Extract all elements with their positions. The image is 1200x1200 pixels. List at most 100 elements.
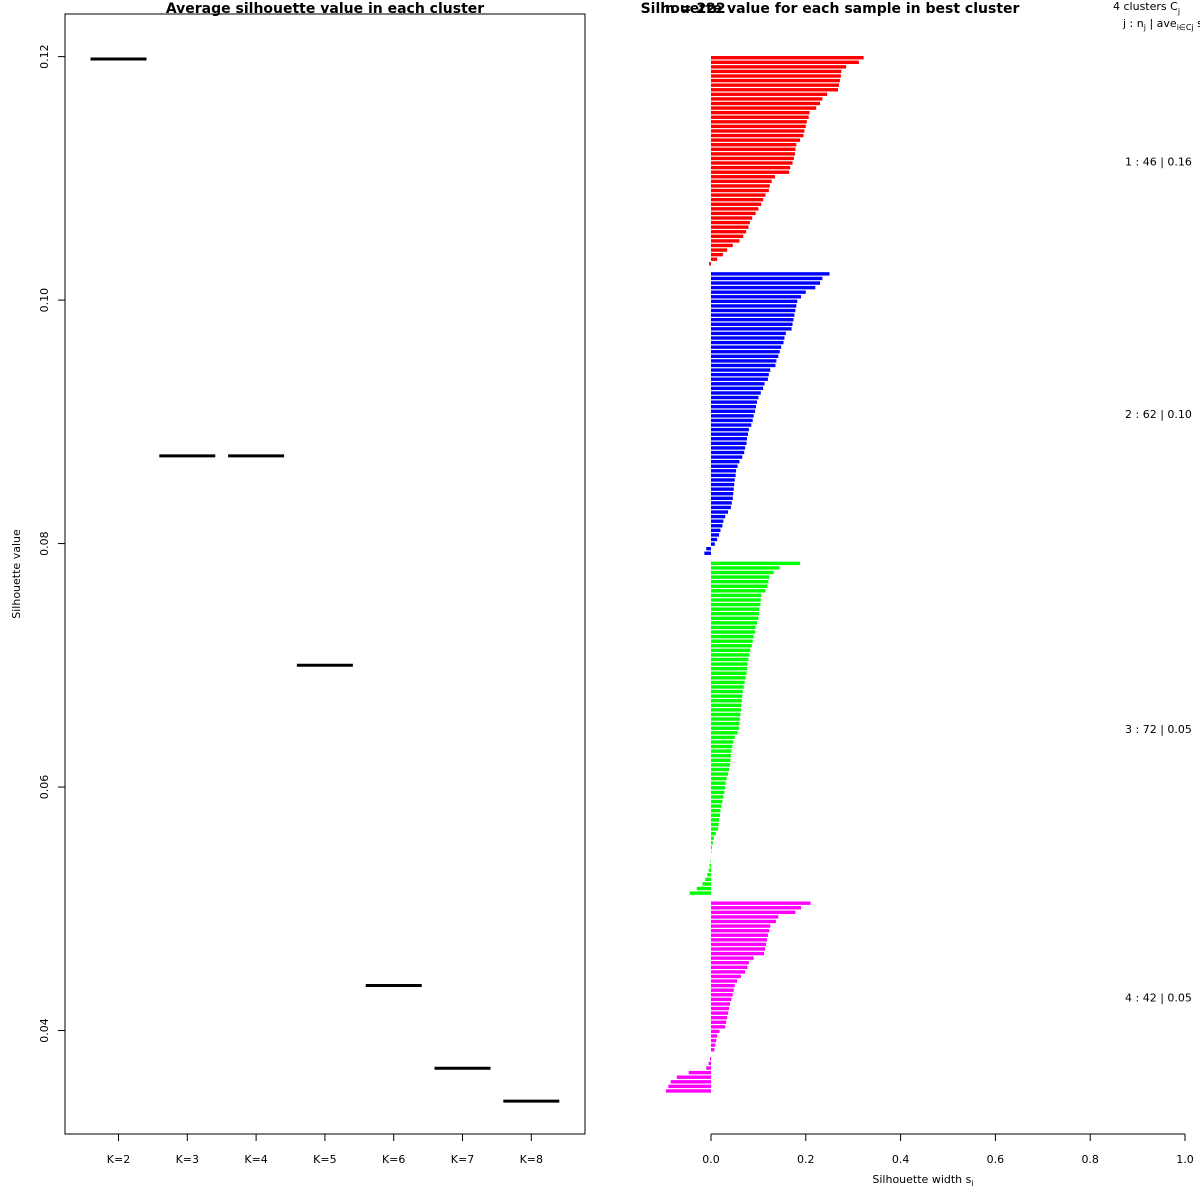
silhouette-bar — [711, 906, 802, 910]
silhouette-bar — [711, 827, 719, 831]
silhouette-bar — [711, 372, 769, 377]
silhouette-bar — [711, 598, 761, 602]
silhouette-bar — [711, 252, 723, 257]
cluster-label: 4 : 42 | 0.05 — [1125, 992, 1192, 1005]
silhouette-bar — [676, 1075, 711, 1079]
silhouette-bar — [711, 514, 726, 519]
silhouette-bar — [711, 924, 771, 928]
silhouette-bar — [711, 781, 726, 785]
right-x-tick-label: 0.2 — [797, 1153, 815, 1166]
silhouette-bar — [711, 951, 765, 956]
silhouette-bar — [711, 699, 742, 703]
silhouette-bar — [711, 616, 759, 620]
silhouette-bar — [696, 886, 711, 891]
silhouette-bar — [711, 405, 757, 409]
silhouette-bar — [711, 1048, 715, 1052]
silhouette-bar — [711, 795, 724, 799]
silhouette-bar — [711, 423, 752, 427]
silhouette-bar — [711, 175, 775, 179]
silhouette-bar — [711, 510, 729, 514]
silhouette-bar — [711, 336, 785, 340]
legend-subheader-subscript: i∈Cj — [1177, 23, 1194, 32]
silhouette-bar — [711, 184, 770, 188]
silhouette-bar — [711, 915, 779, 919]
silhouette-bar — [711, 561, 801, 566]
silhouette-bar — [711, 138, 801, 142]
silhouette-bar — [711, 542, 715, 546]
silhouette-bar — [668, 1084, 711, 1089]
silhouette-bar — [711, 685, 744, 689]
silhouette-bar — [711, 156, 794, 161]
silhouette-bar — [711, 478, 735, 482]
silhouette-bar — [706, 546, 711, 551]
silhouette-bar — [711, 942, 766, 947]
silhouette-bar — [708, 1061, 711, 1066]
silhouette-bar — [711, 570, 774, 575]
silhouette-bar — [707, 873, 711, 877]
silhouette-bar — [708, 868, 711, 872]
silhouette-bar — [711, 970, 746, 974]
silhouette-bar — [711, 345, 782, 349]
silhouette-bar — [711, 566, 780, 570]
silhouette-bar — [711, 193, 766, 197]
silhouette-bar — [711, 1034, 718, 1038]
silhouette-bar — [711, 910, 796, 915]
silhouette-bar — [711, 501, 732, 505]
silhouette-bar — [711, 83, 839, 87]
silhouette-bar — [711, 726, 739, 730]
cluster-label: 2 : 62 | 0.10 — [1125, 408, 1192, 421]
silhouette-bar — [711, 524, 723, 528]
silhouette-bar — [711, 505, 731, 510]
legend-header: 4 clusters Cj — [1113, 0, 1180, 16]
silhouette-bar — [711, 1043, 716, 1047]
silhouette-bar — [711, 947, 766, 951]
silhouette-bar — [711, 804, 722, 808]
silhouette-bar — [711, 432, 748, 436]
legend-subheader-main: j : n — [1122, 17, 1144, 30]
silhouette-bar — [711, 584, 768, 588]
silhouette-bar — [711, 639, 753, 643]
silhouette-bar — [670, 1080, 711, 1084]
silhouette-bar — [711, 1015, 728, 1020]
left-x-tick-label: K=2 — [107, 1153, 130, 1166]
cluster-label: 1 : 46 | 0.16 — [1125, 155, 1192, 168]
silhouette-bar — [711, 671, 747, 675]
silhouette-bar — [711, 257, 718, 261]
right-x-axis-label-subscript: i — [971, 1179, 973, 1188]
silhouette-bar — [711, 285, 816, 290]
silhouette-bar — [711, 708, 741, 712]
silhouette-bar — [711, 933, 768, 937]
left-x-tick-label: K=7 — [451, 1153, 474, 1166]
silhouette-bar — [711, 1025, 726, 1029]
silhouette-bar — [711, 363, 776, 368]
left-y-axis: 0.04 0.06 0.08 0.10 0.12 — [38, 44, 65, 1043]
silhouette-bar — [711, 418, 753, 423]
left-x-tick-label: K=6 — [382, 1153, 405, 1166]
silhouette-bar — [665, 1089, 711, 1093]
silhouette-bar — [711, 808, 721, 813]
silhouette-bar — [711, 409, 756, 413]
silhouette-bar — [711, 473, 736, 478]
silhouette-bar — [711, 979, 738, 983]
silhouette-bar — [711, 395, 759, 400]
silhouette-bar — [711, 841, 713, 845]
silhouette-bar — [711, 124, 806, 129]
left-x-tick-label: K=8 — [520, 1153, 543, 1166]
silhouette-bar — [711, 928, 770, 933]
silhouette-bar — [711, 56, 864, 60]
left-y-tick-label: 0.04 — [38, 1018, 51, 1043]
silhouette-bar — [711, 469, 737, 473]
silhouette-bar — [711, 589, 766, 593]
silhouette-bar — [711, 662, 748, 666]
right-data-bars — [665, 56, 864, 1093]
average-silhouette-panel: Average silhouette value in each cluster… — [10, 1, 586, 1166]
left-x-axis: K=2 K=3 K=4 K=5 K=6 K=7 K=8 — [107, 1134, 543, 1166]
silhouette-bar — [711, 450, 745, 455]
silhouette-bar — [711, 961, 749, 965]
silhouette-bar — [711, 129, 805, 133]
silhouette-bar — [711, 579, 769, 584]
silhouette-bar — [711, 1011, 729, 1015]
right-x-tick-label: 0.4 — [892, 1153, 910, 1166]
silhouette-bar — [711, 391, 761, 395]
silhouette-bar — [711, 243, 733, 248]
